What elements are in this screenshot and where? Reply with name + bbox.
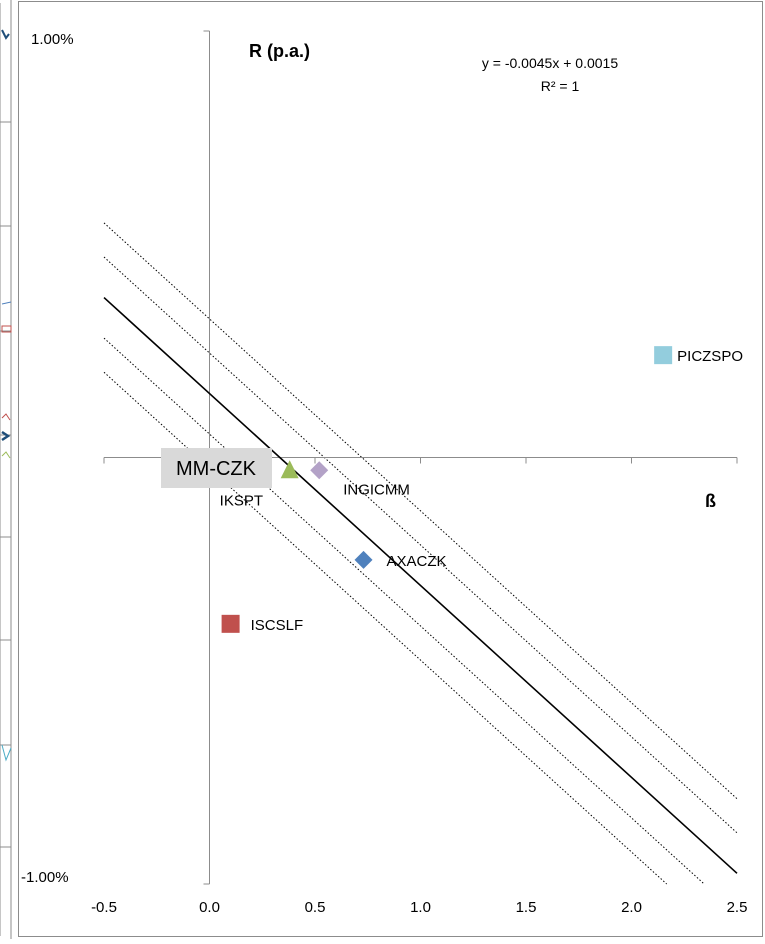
trendline-group bbox=[103, 296, 738, 874]
data-point-label: ISCSLF bbox=[251, 617, 304, 634]
x-axis-title: ß bbox=[705, 491, 716, 511]
y-tick-label-bottom: -1.00% bbox=[21, 869, 69, 886]
x-tick-label: 2.5 bbox=[727, 899, 748, 916]
data-point-label: PICZSPO bbox=[677, 348, 743, 365]
market-label: MM-CZK bbox=[176, 458, 257, 480]
adjacent-chart-fragment bbox=[0, 0, 14, 939]
point-labels-group: PICZSPO INGICMM IKSPT AXACZK ISCSLF bbox=[220, 348, 743, 634]
market-label-box bbox=[161, 448, 272, 488]
markers-group bbox=[221, 346, 673, 633]
trendline-band bbox=[103, 337, 705, 885]
data-point-marker bbox=[221, 614, 240, 633]
data-point-marker bbox=[354, 550, 373, 569]
adjacent-chart-fragment-svg bbox=[0, 0, 12, 939]
trendline-band bbox=[103, 222, 738, 800]
trendline bbox=[103, 296, 738, 874]
trendline-band bbox=[103, 256, 738, 834]
x-tick-label: -0.5 bbox=[91, 899, 117, 916]
data-point-marker bbox=[280, 460, 299, 479]
trendline-r-squared: R² = 1 bbox=[541, 78, 580, 94]
data-point-marker bbox=[654, 346, 673, 365]
x-tick-label: 1.5 bbox=[516, 899, 537, 916]
x-tick-label: 2.0 bbox=[621, 899, 642, 916]
y-tick-label-top: 1.00% bbox=[31, 31, 74, 48]
data-point-label: INGICMM bbox=[343, 481, 410, 498]
chart-area: -0.5 0.0 0.5 1.0 1.5 2.0 2.5 MM-CZK PICZSPO ING… bbox=[18, 1, 763, 937]
x-tick-label: 0.0 bbox=[199, 899, 220, 916]
data-point-label: IKSPT bbox=[220, 492, 263, 509]
x-tick-label: 0.5 bbox=[305, 899, 326, 916]
x-tick-label: 1.0 bbox=[410, 899, 431, 916]
data-point-label: AXACZK bbox=[387, 553, 447, 570]
y-axis-title: R (p.a.) bbox=[249, 41, 310, 61]
trendline-equation: y = -0.0045x + 0.0015 bbox=[482, 55, 618, 71]
data-point-marker bbox=[310, 461, 329, 480]
scatter-plot: -0.5 0.0 0.5 1.0 1.5 2.0 2.5 MM-CZK PICZSPO ING… bbox=[21, 30, 748, 916]
